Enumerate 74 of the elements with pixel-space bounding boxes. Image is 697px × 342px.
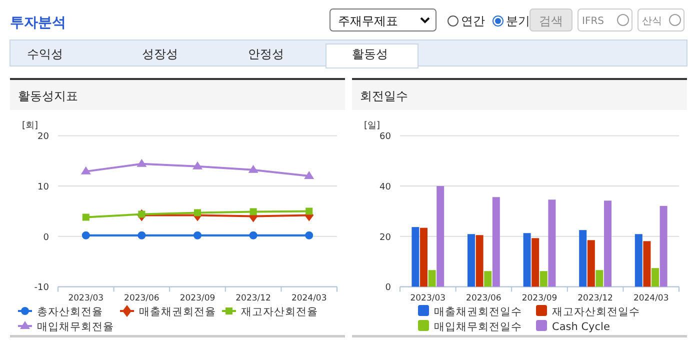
x-tick-label: 2023/06: [124, 294, 160, 304]
text: 연간: [461, 14, 485, 28]
bar: [412, 227, 420, 287]
y-tick-label: 10: [38, 182, 50, 193]
x-tick-label: 2023/09: [180, 294, 216, 304]
bar: [596, 270, 604, 287]
bar: [420, 228, 428, 287]
legend-label: 매출채권회전일수: [434, 306, 522, 318]
bar: [468, 234, 475, 287]
bar: [548, 200, 556, 287]
bar: [436, 186, 444, 287]
x-tick-label: 2023/12: [578, 294, 613, 304]
point: [304, 170, 314, 179]
text: 성장성: [142, 47, 178, 61]
legend-label: 매입채무회전율: [37, 321, 114, 333]
x-tick-label: 2023/03: [68, 294, 104, 304]
bar: [587, 240, 595, 287]
x-tick-label: 2024/03: [291, 294, 327, 304]
y-tick-label: 0: [385, 283, 392, 294]
legend-label: 매출채권회전율: [139, 306, 216, 318]
text: 수익성: [27, 47, 63, 61]
legend-label: Cash Cycle: [552, 321, 610, 333]
bar: [476, 235, 484, 287]
point: [136, 158, 147, 167]
point: [82, 231, 90, 240]
point: [250, 208, 257, 216]
bar: [579, 230, 587, 287]
bar: [604, 200, 612, 287]
legend-label: 재고자산회전율: [241, 306, 318, 318]
x-tick-label: 2023/06: [466, 294, 502, 304]
bar: [523, 233, 531, 287]
x-tick-label: 2023/12: [236, 294, 271, 304]
bar: [660, 206, 668, 287]
point: [82, 214, 90, 221]
legend-label: 매입채무회전일수: [434, 321, 522, 333]
text: 안정성: [248, 47, 284, 61]
bar: [652, 268, 659, 287]
bar: [540, 271, 548, 287]
bar: [643, 241, 651, 287]
point: [306, 208, 313, 215]
bar: [634, 234, 642, 287]
text: 산식: [642, 16, 662, 27]
point: [192, 161, 202, 170]
chart-title: 회전일수: [360, 89, 408, 103]
legend-label: 총자산회전율: [37, 306, 103, 318]
x-tick-label: 2023/09: [522, 294, 558, 304]
x-tick-label: 2023/03: [410, 294, 446, 304]
legend-label: 재고자산회전일수: [552, 306, 640, 318]
point: [194, 231, 202, 240]
y-tick-label: 20: [38, 132, 50, 142]
y-axis-title: [일]: [364, 121, 380, 131]
chart-title: 활동성지표: [18, 89, 78, 103]
text: 투자분석: [10, 15, 66, 31]
point: [305, 231, 314, 240]
y-tick-label: 0: [43, 232, 50, 243]
bar: [428, 270, 436, 287]
text: 검색: [539, 14, 563, 28]
y-tick-label: 60: [380, 132, 392, 142]
bar: [492, 197, 500, 287]
text: 주재무제표: [338, 14, 398, 28]
text: 활동성: [352, 47, 388, 61]
y-tick-label: 20: [380, 232, 392, 243]
text: 분기: [506, 14, 530, 28]
bar: [532, 238, 540, 287]
y-tick-label: -10: [34, 283, 50, 294]
point: [249, 231, 258, 240]
text: IFRS: [582, 16, 604, 27]
bar: [484, 271, 492, 287]
point: [138, 231, 146, 240]
point: [80, 166, 91, 174]
y-axis-title: [회]: [22, 121, 38, 131]
x-tick-label: 2024/03: [633, 294, 669, 304]
point: [248, 164, 258, 173]
y-tick-label: 40: [380, 182, 392, 193]
